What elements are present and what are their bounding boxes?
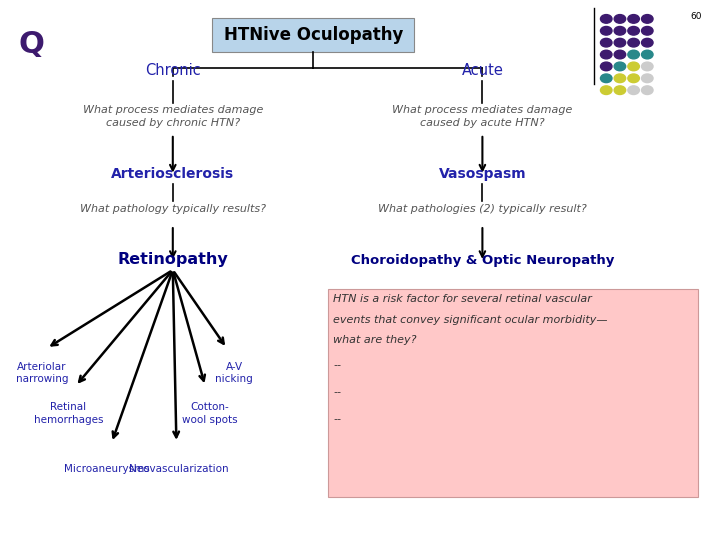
- Text: Q: Q: [18, 30, 44, 59]
- Text: --: --: [333, 387, 341, 397]
- Circle shape: [628, 15, 639, 23]
- Circle shape: [642, 50, 653, 59]
- Circle shape: [600, 26, 612, 35]
- Text: A-V
nicking: A-V nicking: [215, 362, 253, 384]
- Text: Choroidopathy & Optic Neuropathy: Choroidopathy & Optic Neuropathy: [351, 254, 614, 267]
- Text: Acute: Acute: [462, 63, 503, 78]
- Circle shape: [628, 74, 639, 83]
- Circle shape: [600, 86, 612, 94]
- Circle shape: [614, 74, 626, 83]
- Text: --: --: [333, 360, 341, 370]
- Text: What process mediates damage
caused by chronic HTN?: What process mediates damage caused by c…: [83, 105, 263, 129]
- Text: Microaneurysms: Microaneurysms: [63, 464, 150, 475]
- Text: What pathology typically results?: What pathology typically results?: [80, 204, 266, 214]
- Circle shape: [642, 26, 653, 35]
- Text: what are they?: what are they?: [333, 335, 417, 346]
- Circle shape: [600, 50, 612, 59]
- Circle shape: [600, 38, 612, 47]
- Circle shape: [628, 38, 639, 47]
- Circle shape: [628, 26, 639, 35]
- Circle shape: [600, 15, 612, 23]
- Text: 60: 60: [690, 12, 702, 21]
- Circle shape: [628, 50, 639, 59]
- Text: Retinopathy: Retinopathy: [117, 252, 228, 267]
- Circle shape: [614, 62, 626, 71]
- Text: Chronic: Chronic: [145, 63, 201, 78]
- Text: Vasospasm: Vasospasm: [438, 167, 526, 181]
- Circle shape: [642, 86, 653, 94]
- Text: Arteriosclerosis: Arteriosclerosis: [111, 167, 235, 181]
- Text: events that convey significant ocular morbidity—: events that convey significant ocular mo…: [333, 315, 608, 325]
- Text: --: --: [333, 414, 341, 424]
- Text: HTNive Oculopathy: HTNive Oculopathy: [223, 26, 403, 44]
- Circle shape: [614, 15, 626, 23]
- Circle shape: [614, 86, 626, 94]
- Circle shape: [642, 74, 653, 83]
- Circle shape: [614, 38, 626, 47]
- Circle shape: [614, 50, 626, 59]
- FancyBboxPatch shape: [328, 289, 698, 497]
- Circle shape: [642, 62, 653, 71]
- Circle shape: [600, 62, 612, 71]
- Text: What process mediates damage
caused by acute HTN?: What process mediates damage caused by a…: [392, 105, 572, 129]
- Circle shape: [600, 74, 612, 83]
- Text: What pathologies (2) typically result?: What pathologies (2) typically result?: [378, 204, 587, 214]
- Text: Cotton-
wool spots: Cotton- wool spots: [182, 402, 238, 424]
- Circle shape: [628, 86, 639, 94]
- Circle shape: [642, 38, 653, 47]
- Text: Retinal
hemorrhages: Retinal hemorrhages: [34, 402, 103, 424]
- Circle shape: [628, 62, 639, 71]
- Text: Arteriolar
narrowing: Arteriolar narrowing: [16, 362, 68, 384]
- Circle shape: [614, 26, 626, 35]
- FancyBboxPatch shape: [212, 18, 414, 52]
- Text: HTN is a risk factor for several retinal vascular: HTN is a risk factor for several retinal…: [333, 294, 593, 305]
- Circle shape: [642, 15, 653, 23]
- Text: Neovascularization: Neovascularization: [129, 464, 228, 475]
